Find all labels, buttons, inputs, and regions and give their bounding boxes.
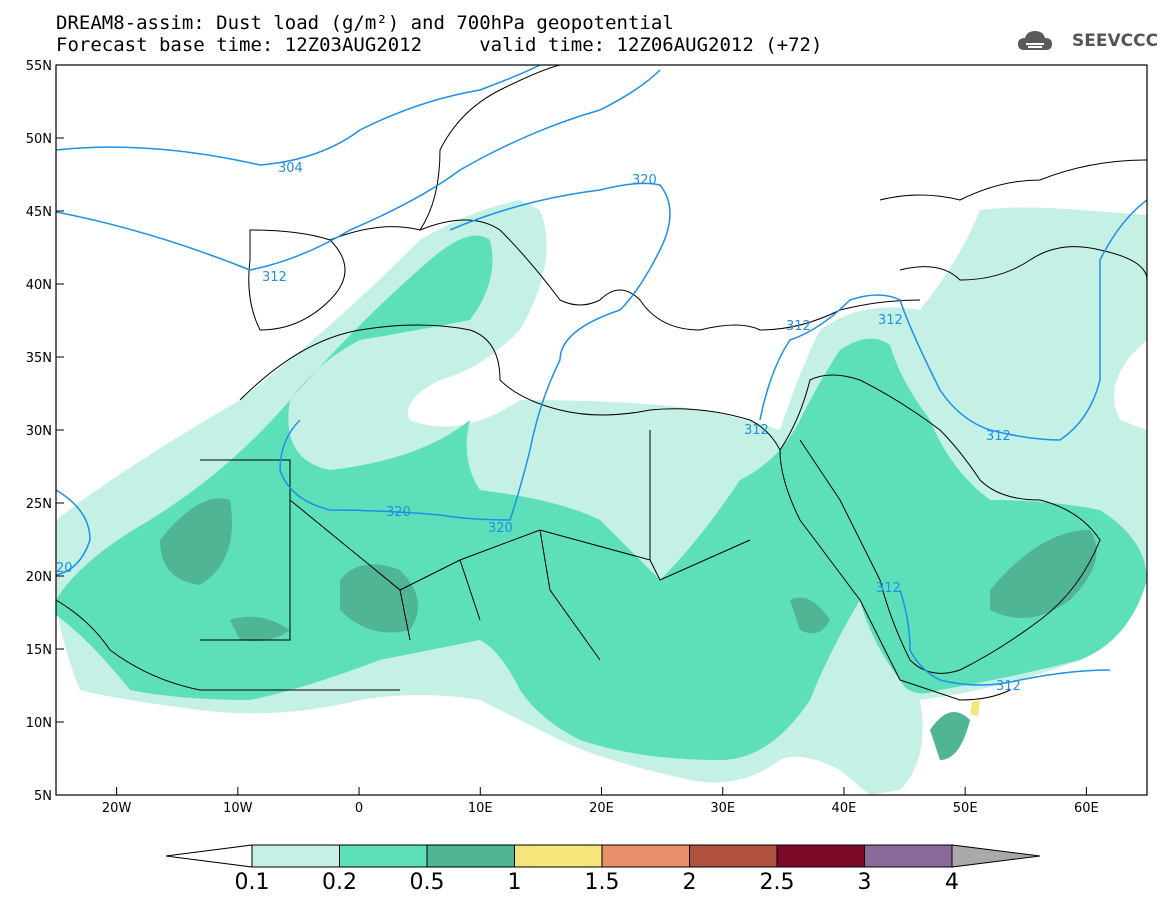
lon-tick-label: 50E — [953, 801, 978, 816]
lon-tick-label: 40E — [832, 801, 857, 816]
lat-tick-label: 40N — [26, 278, 52, 293]
dust-area-yellow — [970, 700, 980, 716]
map-title-line1: DREAM8-assim: Dust load (g/m²) and 700hP… — [56, 12, 674, 34]
colorbar-segment — [776, 844, 865, 868]
lat-tick-label: 25N — [26, 497, 52, 512]
lat-tick-label: 45N — [26, 205, 52, 220]
lon-tick-label: 60E — [1074, 801, 1099, 816]
coastlines — [56, 65, 1147, 701]
lat-tick-label: 55N — [26, 59, 52, 74]
lon-tick-label: 10E — [468, 801, 493, 816]
contour-label: 304 — [278, 161, 303, 176]
logo-text: SEEVCCC — [1072, 31, 1159, 51]
colorbar-arrow-left — [165, 844, 253, 868]
colorbar-segment — [514, 844, 603, 868]
lon-tick-label: 0 — [355, 801, 363, 816]
colorbar-label: 2.5 — [759, 870, 795, 895]
lat-tick-label: 35N — [26, 351, 52, 366]
lon-tick-label: 20W — [102, 801, 132, 816]
contour-labels: 304 312 320 312 320 320 20 312 312 312 3… — [56, 161, 1021, 694]
map-title-line2: Forecast base time: 12Z03AUG2012 valid t… — [56, 34, 823, 56]
lat-tick-label: 15N — [26, 643, 52, 658]
lat-tick-label: 10N — [26, 716, 52, 731]
contour-label: 312 — [262, 270, 287, 285]
colorbar-label: 4 — [945, 870, 959, 895]
contour-label: 20 — [56, 561, 73, 576]
contour-label: 312 — [744, 423, 769, 438]
contour-label: 320 — [488, 521, 513, 536]
lat-tick-label: 50N — [26, 132, 52, 147]
latitude-ticks: 55N 50N 45N 40N 35N 30N 25N 20N 15N 10N 5N — [26, 59, 64, 804]
dust-area-dark-5 — [990, 530, 1097, 618]
colorbar-segment — [689, 844, 778, 868]
contour-label: 312 — [996, 679, 1021, 694]
colorbar-label: 1.5 — [584, 870, 620, 895]
colorbar-segment — [864, 844, 953, 868]
lon-tick-label: 20E — [589, 801, 614, 816]
colorbar-label: 0.1 — [234, 870, 270, 895]
colorbar-label: 0.5 — [409, 870, 445, 895]
contour-label: 312 — [986, 429, 1011, 444]
lon-tick-label: 30E — [710, 801, 735, 816]
colorbar-label: 1 — [507, 870, 522, 895]
colorbar-label: 3 — [857, 870, 872, 895]
colorbar-arrow-right — [951, 844, 1041, 868]
dust-area-dark-6 — [930, 712, 970, 760]
contour-label: 312 — [876, 581, 901, 596]
contour-label: 320 — [386, 505, 411, 520]
lat-tick-label: 5N — [34, 789, 52, 804]
colorbar-segment — [251, 844, 340, 868]
dust-area-dark-4 — [790, 597, 830, 634]
colorbar — [165, 844, 1041, 868]
dust-area-dark-1 — [160, 498, 232, 585]
colorbar-segment — [601, 844, 690, 868]
colorbar-segment — [339, 844, 428, 868]
colorbar-label: 2 — [682, 870, 697, 895]
contour-label: 320 — [632, 173, 657, 188]
dust-area-dark-3 — [230, 616, 290, 642]
longitude-ticks: 20W 10W 0 10E 20E 30E 40E 50E 60E — [102, 787, 1099, 816]
dust-area-dark-2 — [340, 564, 418, 633]
lat-tick-label: 30N — [26, 424, 52, 439]
cloud-icon — [1018, 31, 1052, 50]
lon-tick-label: 10W — [223, 801, 253, 816]
colorbar-segment — [426, 844, 515, 868]
colorbar-label: 0.2 — [322, 870, 357, 895]
contour-label: 312 — [786, 319, 811, 334]
lat-tick-label: 20N — [26, 570, 52, 585]
contours — [56, 65, 1147, 686]
contour-label: 312 — [878, 313, 903, 328]
